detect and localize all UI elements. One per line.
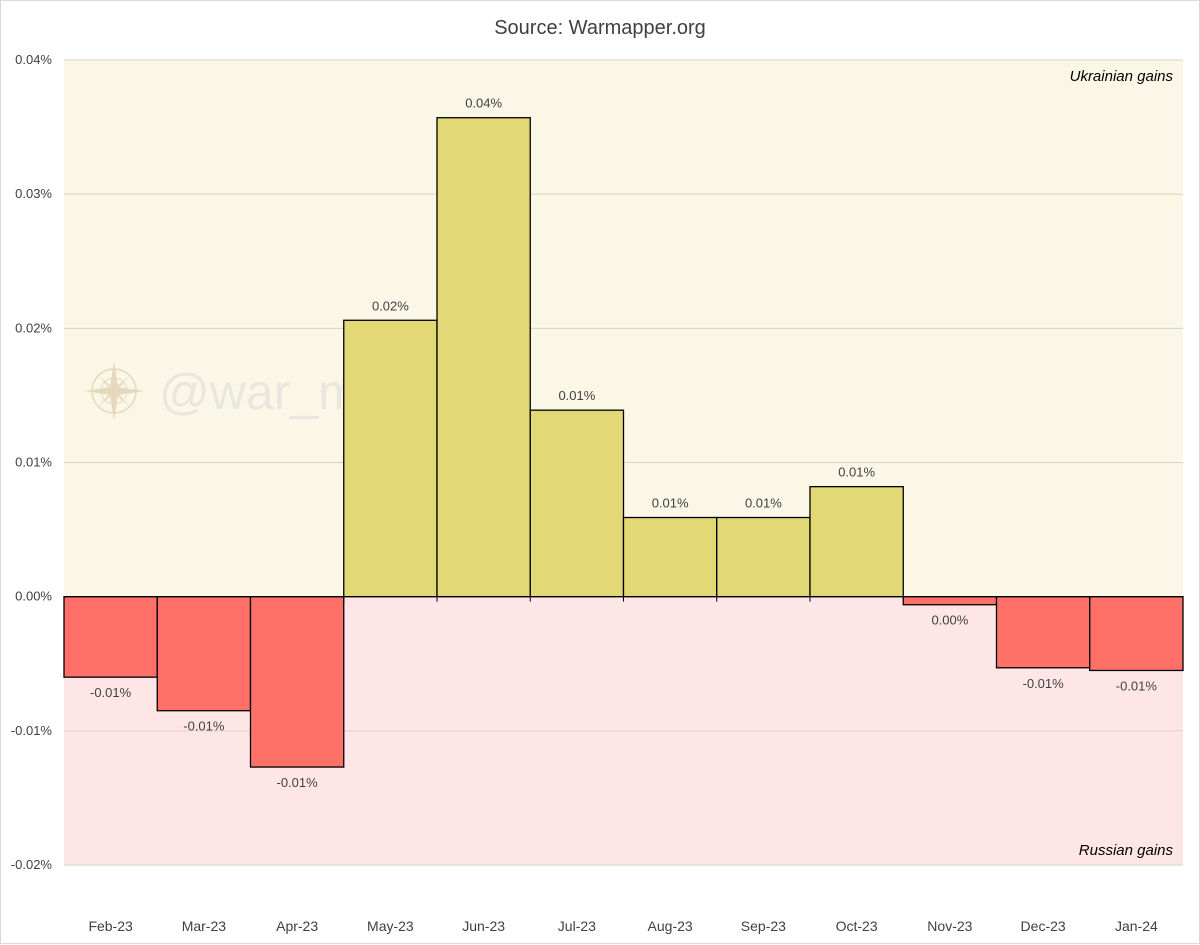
x-tick-label: Apr-23 bbox=[276, 918, 318, 934]
data-label: 0.02% bbox=[372, 298, 409, 313]
data-label: -0.01% bbox=[90, 685, 132, 700]
bar-jan-24 bbox=[1089, 596, 1184, 672]
ukrainian-gains-label: Ukrainian gains bbox=[1070, 68, 1174, 85]
bar-jul-23 bbox=[529, 409, 625, 598]
bar-aug-23 bbox=[622, 516, 718, 598]
bar-feb-23 bbox=[63, 596, 158, 678]
data-label: -0.01% bbox=[183, 719, 225, 734]
bar-mar-23 bbox=[156, 596, 252, 712]
y-tick-label: -0.01% bbox=[11, 723, 53, 738]
data-label: 0.01% bbox=[745, 496, 782, 511]
bar-dec-23 bbox=[995, 596, 1091, 669]
x-tick-label: Feb-23 bbox=[88, 918, 133, 934]
x-tick-label: Aug-23 bbox=[648, 918, 693, 934]
bar-may-23 bbox=[343, 319, 438, 598]
data-label: 0.01% bbox=[838, 465, 875, 480]
y-tick-label: -0.02% bbox=[11, 857, 53, 872]
x-tick-label: Jan-24 bbox=[1115, 918, 1158, 934]
x-tick-label: Nov-23 bbox=[927, 918, 972, 934]
bar-apr-23 bbox=[249, 596, 345, 768]
bar-oct-23 bbox=[809, 485, 904, 598]
x-tick-label: Jun-23 bbox=[462, 918, 505, 934]
compass-rose-icon bbox=[84, 361, 144, 421]
russian-gains-label: Russian gains bbox=[1079, 842, 1174, 859]
x-tick-label: May-23 bbox=[367, 918, 414, 934]
y-tick-label: 0.04% bbox=[15, 52, 52, 67]
data-label: 0.01% bbox=[652, 496, 689, 511]
x-tick-label: Mar-23 bbox=[182, 918, 227, 934]
bar-sep-23 bbox=[716, 516, 811, 598]
y-tick-label: 0.00% bbox=[15, 589, 52, 604]
data-label: 0.00% bbox=[931, 613, 968, 628]
data-label: -0.01% bbox=[277, 775, 319, 790]
x-tick-label: Jul-23 bbox=[558, 918, 596, 934]
x-tick-label: Dec-23 bbox=[1021, 918, 1066, 934]
data-label: 0.01% bbox=[558, 388, 595, 403]
chart-title: Source: Warmapper.org bbox=[494, 17, 706, 39]
data-label: 0.04% bbox=[465, 96, 502, 111]
data-label: -0.01% bbox=[1116, 678, 1158, 693]
y-tick-label: 0.03% bbox=[15, 186, 52, 201]
bar-jun-23 bbox=[436, 117, 531, 598]
data-label: -0.01% bbox=[1023, 676, 1065, 691]
y-tick-label: 0.01% bbox=[15, 455, 52, 470]
y-tick-label: 0.02% bbox=[15, 320, 52, 335]
x-tick-label: Oct-23 bbox=[836, 918, 878, 934]
x-tick-label: Sep-23 bbox=[741, 918, 786, 934]
bar-nov-23 bbox=[902, 596, 998, 606]
